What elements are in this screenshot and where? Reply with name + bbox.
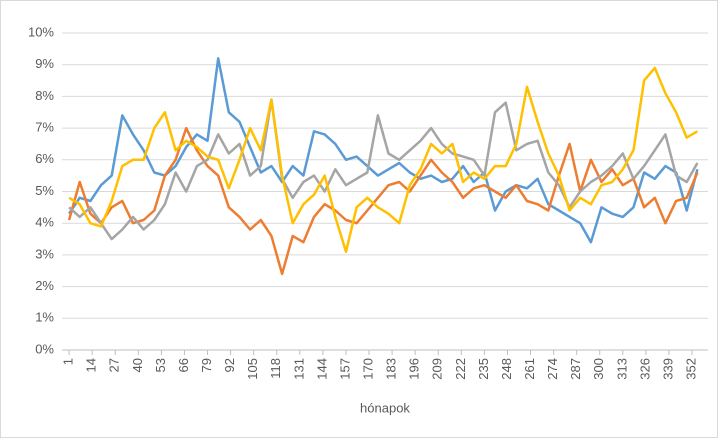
x-tick-label: 40 (130, 358, 145, 372)
y-tick-label: 1% (35, 310, 54, 325)
x-tick-label: 170 (360, 358, 375, 380)
x-tick-label: 274 (545, 358, 560, 380)
x-tick-label: 157 (337, 358, 352, 380)
x-tick-label: 248 (499, 358, 514, 380)
x-tick-label: 118 (268, 358, 283, 379)
y-tick-label: 0% (35, 341, 54, 356)
x-tick-label: 131 (291, 358, 306, 380)
y-tick-label: 3% (35, 246, 54, 261)
series-line (68, 57, 699, 244)
x-tick-label: 27 (107, 358, 122, 372)
x-tick-label: 261 (522, 358, 537, 380)
y-tick-label: 4% (35, 215, 54, 230)
series-line (68, 66, 699, 253)
x-tick-label: 105 (245, 358, 260, 380)
x-axis-label: hónapok (360, 400, 410, 415)
x-tick-label: 313 (614, 358, 629, 380)
x-tick-label: 209 (430, 358, 445, 380)
series-line (68, 98, 699, 241)
x-tick-label: 352 (683, 358, 698, 380)
x-tick-label: 196 (407, 358, 422, 380)
y-tick-label: 7% (35, 120, 54, 135)
x-tick-label: 79 (199, 358, 214, 372)
x-tick-label: 287 (568, 358, 583, 380)
x-tick-label: 235 (476, 358, 491, 380)
series-line (67, 126, 699, 276)
y-tick-label: 8% (35, 88, 54, 103)
x-tick-label: 92 (222, 358, 237, 372)
x-tick-label: 339 (660, 358, 675, 380)
x-tick-label: 144 (314, 358, 329, 380)
x-tick-label: 222 (453, 358, 468, 380)
x-tick-label: 66 (176, 358, 191, 372)
x-tick-label: 300 (591, 358, 606, 380)
y-tick-label: 9% (35, 56, 54, 71)
x-tick-label: 14 (84, 358, 99, 372)
x-tick-label: 1 (61, 358, 76, 365)
y-tick-label: 2% (35, 278, 54, 293)
x-tick-label: 53 (153, 358, 168, 372)
y-tick-label: 6% (35, 151, 54, 166)
x-tick-label: 326 (637, 358, 652, 380)
y-tick-label: 5% (35, 183, 54, 198)
y-tick-label: 10% (28, 24, 54, 39)
x-tick-label: 183 (384, 358, 399, 380)
